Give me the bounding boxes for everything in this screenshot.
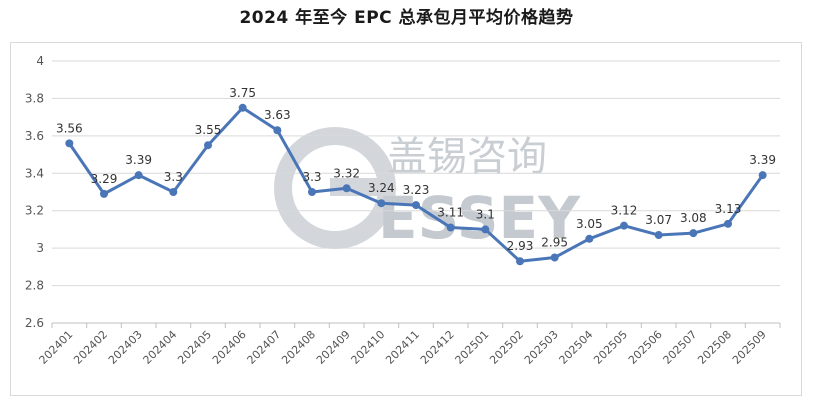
data-label: 3.11 (437, 206, 464, 220)
data-label: 3.3 (302, 170, 321, 184)
data-point (342, 184, 351, 193)
data-point (585, 234, 594, 243)
y-tick-label: 2.8 (25, 279, 44, 293)
data-label: 2.95 (541, 236, 568, 250)
x-tick-label: 202411 (383, 328, 422, 367)
data-label: 3.12 (611, 204, 638, 218)
x-tick-label: 202403 (106, 328, 145, 367)
x-tick-label: 202503 (522, 328, 561, 367)
data-point (724, 219, 732, 228)
watermark-logo: 盖锡咨询 ESSEY (274, 127, 581, 252)
data-point (689, 229, 698, 238)
data-label: 3.23 (403, 183, 430, 197)
data-point (412, 201, 420, 210)
data-label: 3.75 (229, 86, 256, 100)
watermark-text-en: ESSEY (378, 184, 581, 252)
x-tick-label: 202502 (487, 328, 526, 367)
x-tick-label: 202404 (141, 328, 180, 367)
y-tick-label: 3 (36, 241, 44, 255)
watermark-text-cn: 盖锡咨询 (387, 134, 547, 180)
data-label: 3.08 (680, 211, 707, 225)
x-tick-label: 202410 (349, 328, 388, 367)
y-tick-label: 3.8 (25, 91, 44, 105)
y-tick-label: 3.6 (25, 129, 44, 143)
data-point (134, 171, 143, 180)
x-tick-label: 202401 (37, 328, 76, 367)
x-tick-label: 202408 (279, 328, 318, 367)
data-point (377, 199, 386, 208)
y-tick-label: 4 (36, 54, 44, 68)
x-tick-label: 202508 (695, 328, 734, 367)
data-point (238, 103, 247, 112)
x-tick-label: 202405 (175, 328, 214, 367)
x-tick-label: 202506 (626, 328, 665, 367)
y-tick-label: 2.6 (25, 316, 44, 330)
x-tick-label: 202406 (210, 328, 249, 367)
data-label: 3.55 (195, 123, 222, 137)
chart-title: 2024 年至今 EPC 总承包月平均价格趋势 (239, 8, 574, 28)
x-tick-label: 202402 (71, 328, 110, 367)
data-point (204, 141, 212, 150)
data-label: 2.93 (507, 239, 534, 253)
data-label: 3.63 (264, 108, 291, 122)
data-point (654, 231, 663, 240)
x-tick-label: 202509 (730, 328, 769, 367)
data-point (758, 171, 767, 180)
data-label: 3.39 (749, 153, 776, 167)
data-point (100, 189, 108, 198)
x-tick-label: 202412 (418, 328, 457, 367)
data-point (446, 223, 455, 232)
data-point (273, 126, 282, 135)
x-tick-label: 202407 (245, 328, 284, 367)
y-tick-label: 3.2 (25, 204, 44, 218)
x-tick-label: 202501 (453, 328, 492, 367)
data-point (550, 253, 559, 262)
x-tick-label: 202504 (557, 328, 596, 367)
plot-frame (10, 42, 802, 396)
data-label: 3.13 (715, 202, 742, 216)
data-label: 3.3 (164, 170, 183, 184)
data-label: 3.56 (56, 121, 83, 135)
data-label: 3.39 (125, 153, 152, 167)
data-label: 3.1 (476, 207, 495, 221)
data-label: 3.29 (91, 172, 118, 186)
data-point (65, 139, 74, 148)
data-point (620, 221, 628, 230)
x-tick-label: 202505 (591, 328, 630, 367)
data-label: 3.05 (576, 217, 603, 231)
x-tick-label: 202409 (314, 328, 353, 367)
data-point (308, 188, 316, 196)
data-point (516, 257, 524, 266)
data-point (169, 188, 178, 196)
data-label: 3.07 (645, 213, 672, 227)
y-tick-label: 3.4 (25, 166, 44, 180)
x-tick-label: 202507 (661, 328, 700, 367)
data-label: 3.24 (368, 181, 395, 195)
data-point (481, 225, 490, 234)
data-label: 3.32 (333, 166, 360, 180)
